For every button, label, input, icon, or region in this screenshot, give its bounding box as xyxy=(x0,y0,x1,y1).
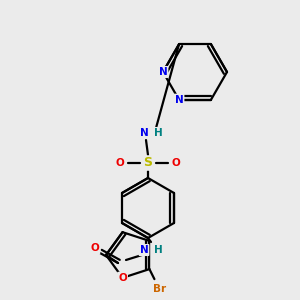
Text: N: N xyxy=(159,67,167,77)
Text: N: N xyxy=(175,95,183,105)
Text: N: N xyxy=(140,245,148,255)
Text: O: O xyxy=(116,158,124,168)
Text: O: O xyxy=(91,243,99,253)
Text: S: S xyxy=(143,157,152,169)
Text: N: N xyxy=(140,128,148,138)
Text: Br: Br xyxy=(153,284,166,294)
Text: O: O xyxy=(172,158,180,168)
Text: H: H xyxy=(154,245,162,255)
Text: O: O xyxy=(118,273,127,283)
Text: H: H xyxy=(154,128,162,138)
